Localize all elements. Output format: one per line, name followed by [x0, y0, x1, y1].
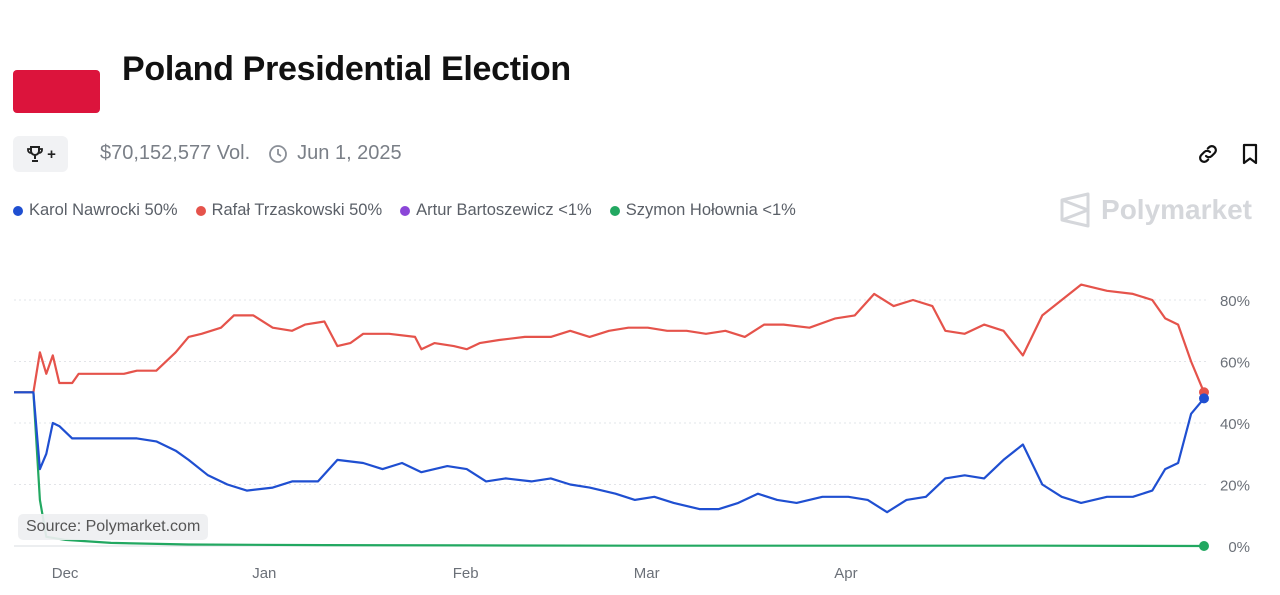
y-tick-label: 80% — [1220, 293, 1250, 310]
legend-item-bartoszewicz: Artur Bartoszewicz <1% — [400, 201, 592, 220]
poland-flag-icon — [13, 70, 100, 113]
y-tick-label: 40% — [1220, 416, 1250, 433]
legend-label: Rafał Trzaskowski 50% — [211, 201, 383, 219]
link-icon[interactable] — [1196, 142, 1220, 166]
top-actions — [1196, 142, 1262, 166]
legend-label: Szymon Hołownia <1% — [625, 201, 796, 219]
series-line — [14, 283, 1206, 394]
flag-red-stripe — [13, 70, 100, 113]
polymarket-logo-icon — [1059, 192, 1091, 228]
market-meta: $70,152,577 Vol. Jun 1, 2025 — [100, 142, 402, 165]
series-end-marker — [1199, 541, 1209, 551]
legend-dot — [13, 205, 23, 216]
x-tick-label: Mar — [634, 565, 660, 582]
series-line — [14, 391, 1205, 548]
y-tick-label: 0% — [1228, 539, 1250, 556]
y-tick-label: 60% — [1220, 355, 1250, 372]
legend-dot — [400, 205, 411, 216]
x-tick-label: Feb — [453, 565, 479, 582]
legend-label: Karol Nawrocki 50% — [29, 201, 178, 219]
end-date-text: Jun 1, 2025 — [297, 142, 402, 164]
volume-text: $70,152,577 Vol. — [100, 142, 251, 164]
y-tick-label: 20% — [1220, 478, 1250, 495]
legend-item-holownia: Szymon Hołownia <1% — [609, 201, 796, 220]
legend-item-nawrocki: Karol Nawrocki 50% — [13, 201, 178, 220]
x-tick-label: Jan — [252, 565, 276, 582]
legend: Karol Nawrocki 50% Rafał Trzaskowski 50%… — [13, 201, 796, 220]
page-title: Poland Presidential Election — [122, 50, 571, 88]
clock-icon — [268, 144, 288, 164]
polymarket-watermark: Polymarket — [1059, 192, 1252, 228]
trophy-icon — [25, 144, 45, 164]
bookmark-icon[interactable] — [1238, 142, 1262, 166]
legend-label: Artur Bartoszewicz <1% — [416, 201, 592, 219]
x-tick-label: Apr — [834, 565, 857, 582]
legend-dot — [609, 205, 620, 216]
legend-item-trzaskowski: Rafał Trzaskowski 50% — [195, 201, 383, 220]
trophy-button[interactable]: + — [13, 136, 68, 172]
legend-dot — [195, 205, 206, 216]
watermark-text: Polymarket — [1101, 194, 1252, 225]
series-end-marker — [1199, 393, 1209, 404]
x-tick-label: Dec — [52, 565, 79, 582]
source-label: Source: Polymarket.com — [18, 514, 209, 540]
series-line — [14, 391, 1205, 514]
trophy-plus-label: + — [47, 145, 56, 163]
